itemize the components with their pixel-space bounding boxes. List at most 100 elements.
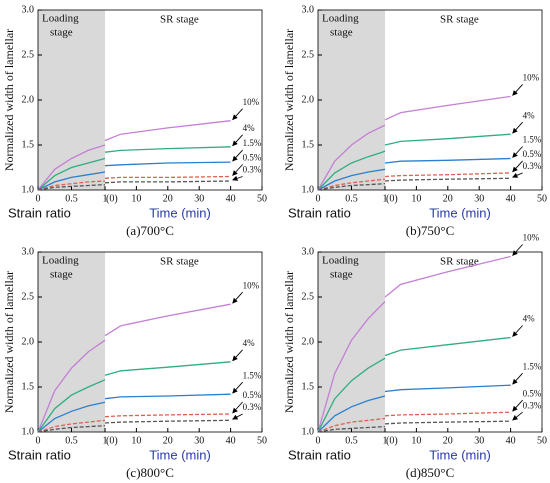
label-arrow (232, 175, 243, 181)
label-arrow (232, 381, 243, 394)
stage-label: SR stage (440, 14, 479, 26)
x-tick-label: 1 (103, 193, 108, 204)
relaxation-curve (104, 120, 231, 142)
x-tick-label: 0 (316, 435, 321, 446)
series-label: 10% (523, 72, 540, 82)
x-axis-label: Strain ratio (8, 205, 71, 220)
relaxation-curve (384, 95, 511, 121)
x2-tick-label: 20 (443, 435, 453, 446)
loading-region (38, 10, 105, 190)
y-tick-label: 1.5 (302, 139, 315, 150)
series-label: 0.3% (243, 402, 262, 412)
x2-tick-label: 30 (474, 193, 484, 204)
panel: Loading stage SR stage 1.0 1.5 2.0 2.5 3.0 0 0.5 1… (282, 233, 547, 480)
relaxation-curve (384, 157, 511, 164)
y-tick-label: 1.0 (302, 426, 315, 437)
loading-curve (37, 379, 106, 433)
loading-curve (317, 183, 386, 191)
y-tick-label: 2.5 (302, 49, 315, 60)
x-tick-label: 0.5 (65, 193, 78, 204)
y-axis-label: Normalized width of lamellar (2, 271, 16, 413)
x-tick-label: 0.5 (345, 435, 358, 446)
loading-curve (317, 417, 386, 433)
relaxation-curve (104, 175, 231, 179)
series-label: 0.3% (523, 161, 542, 171)
label-arrow (512, 160, 523, 173)
y-tick-label: 3.0 (22, 4, 35, 15)
loading-label: stage (330, 269, 353, 281)
stage-label: SR stage (440, 256, 479, 268)
y-tick-label: 3.0 (302, 4, 315, 15)
loading-curve (317, 168, 386, 191)
x2-tick-label: 50 (537, 435, 547, 446)
x2-tick-label: 10 (411, 193, 421, 204)
loading-curve (37, 157, 106, 191)
relaxation-curve (384, 177, 511, 182)
relaxation-curve (104, 413, 231, 418)
panel: Loading stage SR stage 1.0 1.5 2.0 2.5 3.0 0 0.5 1… (282, 4, 547, 238)
label-arrow (512, 399, 523, 412)
label-arrow (512, 146, 523, 158)
x-axis-label: Strain ratio (288, 447, 351, 462)
relaxation-curve (104, 361, 231, 376)
x2-axis-label: Time (min) (149, 447, 211, 462)
series-label: 0.5% (243, 153, 262, 163)
loading-label: stage (50, 269, 73, 281)
x2-tick-label: 30 (474, 435, 484, 446)
loading-curve (37, 339, 106, 433)
loading-curve (37, 425, 106, 433)
loading-region (318, 10, 385, 190)
y-tick-label: 1.0 (22, 184, 35, 195)
x2-tick-label: 10 (131, 193, 141, 204)
relaxation-curve (104, 180, 231, 184)
loading-curve (37, 171, 106, 191)
loading-region (318, 252, 385, 432)
loading-curve (317, 150, 386, 191)
label-arrow (232, 149, 243, 162)
x-tick-label: 1 (103, 435, 108, 446)
loading-curve (317, 124, 386, 191)
x2-tick-label: (0) (386, 435, 398, 446)
relaxation-curve (384, 336, 511, 357)
loading-curve (317, 357, 386, 433)
x2-tick-label: 30 (194, 435, 204, 446)
loading-curve (37, 180, 106, 191)
loading-curve (317, 395, 386, 433)
y-tick-label: 2.0 (22, 336, 35, 347)
loading-curve (317, 301, 386, 433)
y-tick-label: 1.5 (22, 381, 35, 392)
series-label: 4% (243, 123, 256, 133)
y-tick-label: 2.0 (22, 94, 35, 105)
y-tick-label: 1.0 (302, 184, 315, 195)
x2-tick-label: (0) (106, 435, 118, 446)
y-tick-label: 2.5 (22, 49, 35, 60)
relaxation-curve (384, 384, 511, 393)
x2-tick-label: 50 (537, 193, 547, 204)
x2-tick-label: 40 (506, 435, 516, 446)
label-arrow (232, 291, 243, 304)
caption: (c)800°C (126, 465, 174, 480)
x2-tick-label: 50 (257, 435, 267, 446)
x2-tick-label: 20 (163, 193, 173, 204)
x-tick-label: 1 (383, 435, 388, 446)
x-tick-label: 0 (36, 435, 41, 446)
y-axis-label: Normalized width of lamellar (282, 29, 296, 171)
x2-axis-label: Time (min) (429, 205, 491, 220)
y-tick-label: 3.0 (302, 246, 315, 257)
y-tick-label: 1.0 (22, 426, 35, 437)
x2-tick-label: (0) (106, 193, 118, 204)
x-tick-label: 0 (36, 193, 41, 204)
loading-label: Loading (42, 255, 79, 267)
series-label: 0.5% (523, 149, 542, 159)
stage-label: SR stage (160, 14, 199, 26)
x-tick-label: 0.5 (345, 193, 358, 204)
x2-axis-label: Time (min) (429, 447, 491, 462)
x2-tick-label: 50 (257, 193, 267, 204)
series-label: 0.3% (523, 400, 542, 410)
loading-label: stage (50, 27, 73, 39)
x2-tick-label: 40 (506, 193, 516, 204)
relaxation-curve (104, 303, 231, 337)
series-label: 4% (243, 338, 256, 348)
label-arrow (512, 372, 523, 385)
